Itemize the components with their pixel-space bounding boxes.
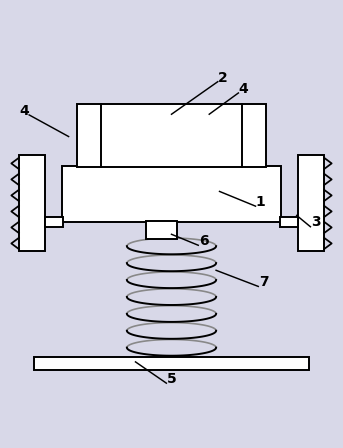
Bar (62, 166, 281, 222)
Text: 5: 5 (167, 372, 176, 386)
Bar (19, 155, 45, 251)
Text: 1: 1 (256, 195, 265, 209)
Text: 4: 4 (19, 104, 29, 118)
Text: 7: 7 (259, 276, 269, 289)
Bar (280, 217, 298, 228)
Bar (298, 155, 324, 251)
Text: 6: 6 (199, 234, 209, 248)
Text: 2: 2 (218, 71, 228, 85)
Text: 3: 3 (311, 215, 320, 229)
Bar (34, 357, 309, 370)
Bar (146, 220, 177, 239)
Bar (45, 217, 63, 228)
Text: 4: 4 (239, 82, 248, 95)
Bar (77, 104, 266, 168)
